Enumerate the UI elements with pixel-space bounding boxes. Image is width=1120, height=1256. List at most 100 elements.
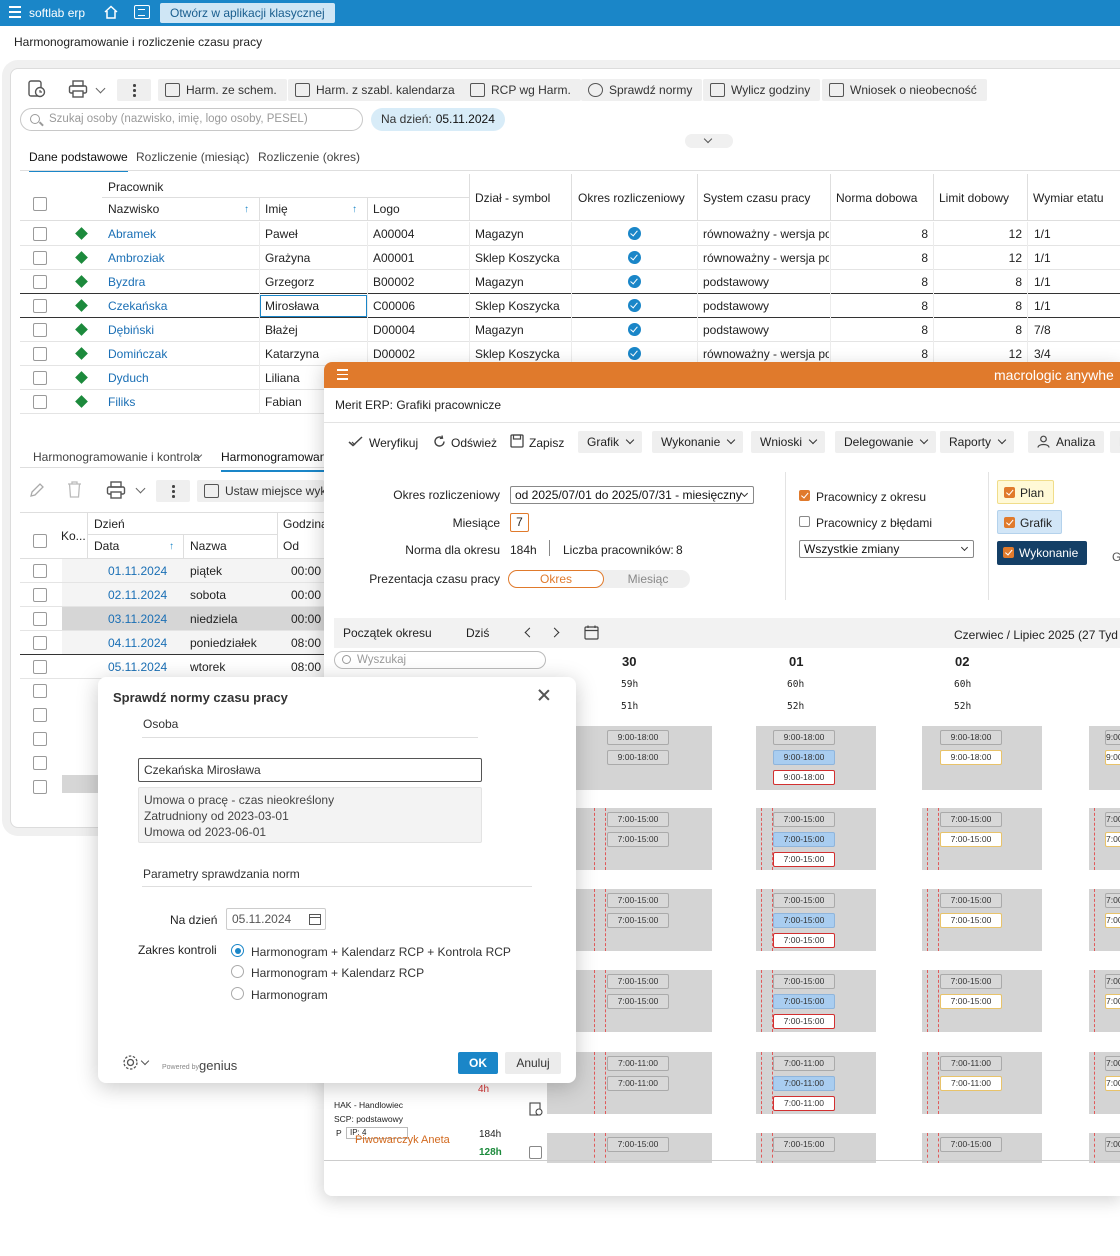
- col-nazwa[interactable]: Nazwa: [190, 539, 227, 553]
- date-input[interactable]: 05.11.2024: [226, 908, 326, 930]
- shift-wykonanie[interactable]: 7:00-15:00: [773, 933, 835, 948]
- odswiez-button[interactable]: Odśwież: [451, 436, 498, 450]
- shift-plan[interactable]: 7:00-15:00: [607, 832, 669, 847]
- shift-grafik[interactable]: 7:00-11:00: [1105, 1076, 1120, 1091]
- shift-grafik[interactable]: 7:00-15:00: [940, 913, 1002, 928]
- shift-plan[interactable]: 7:00-15:00: [607, 913, 669, 928]
- shift-wykonanie[interactable]: 7:00-15:00: [773, 1014, 835, 1029]
- col-godzina[interactable]: Godzina: [283, 517, 328, 531]
- pracownicy-okres-checkbox[interactable]: [799, 490, 810, 501]
- cell-data[interactable]: 05.11.2024: [108, 660, 168, 674]
- menu-grafik[interactable]: Grafik: [578, 431, 643, 453]
- shift-wykonanie[interactable]: 7:00-15:00: [773, 852, 835, 867]
- pracownicy-bledy-checkbox[interactable]: [799, 516, 810, 527]
- shift-plan[interactable]: 7:00-15:00: [1105, 812, 1120, 827]
- wylicz-godziny-button[interactable]: Wylicz godziny: [703, 79, 821, 101]
- shift-plan[interactable]: 7:00-15:00: [607, 1137, 669, 1152]
- cell-nazwisko[interactable]: Dyduch: [108, 371, 149, 385]
- shift-plan[interactable]: 7:00-15:00: [1105, 974, 1120, 989]
- col-system[interactable]: System czasu pracy: [703, 191, 811, 205]
- shift-plan[interactable]: 7:00-11:00: [607, 1076, 669, 1091]
- col-logo[interactable]: Logo: [373, 202, 400, 216]
- weryfikuj-button[interactable]: Weryfikuj: [369, 436, 419, 450]
- row-checkbox[interactable]: [33, 708, 47, 722]
- toggle-okres[interactable]: Okres: [508, 570, 604, 588]
- shift-plan[interactable]: 7:00-11:00: [773, 1056, 835, 1071]
- cell-nazwisko[interactable]: Byzdra: [108, 275, 146, 289]
- row-checkbox[interactable]: [33, 395, 47, 409]
- shift-grafik[interactable]: 9:00-18:00: [773, 750, 835, 765]
- col-dzien[interactable]: Dzień: [94, 517, 125, 531]
- col-limit[interactable]: Limit dobowy: [939, 191, 1010, 205]
- col-od[interactable]: Od: [283, 539, 300, 553]
- shift-plan[interactable]: 9:00-18:00: [607, 730, 669, 745]
- active-cell[interactable]: [260, 295, 367, 317]
- harm-szabl-button[interactable]: Harm. z szabl. kalendarza: [288, 79, 465, 101]
- row-checkbox[interactable]: [33, 347, 47, 361]
- shift-plan[interactable]: 9:00-18:00: [1105, 730, 1120, 745]
- shift-grafik[interactable]: 7:00-15:00: [940, 832, 1002, 847]
- toggle-miesiac[interactable]: Miesiąc: [627, 572, 669, 586]
- shift-plan[interactable]: 7:00-15:00: [940, 893, 1002, 908]
- shift-grafik[interactable]: 7:00-15:00: [773, 994, 835, 1009]
- date-chip[interactable]: Na dzień: 05.11.2024: [371, 108, 505, 131]
- row-checkbox[interactable]: [33, 275, 47, 289]
- col-ko[interactable]: Ko...: [61, 529, 86, 543]
- gear-icon[interactable]: [122, 1054, 139, 1071]
- okres-select[interactable]: od 2025/07/01 do 2025/07/31 - miesięczny: [510, 486, 754, 504]
- cell-nazwisko[interactable]: Filiks: [108, 395, 136, 409]
- tab-rozliczenie-miesiac[interactable]: Rozliczenie (miesiąc): [136, 150, 250, 164]
- cell-nazwisko[interactable]: Ambroziak: [108, 251, 165, 265]
- menu-raporty[interactable]: Raporty: [940, 431, 1015, 453]
- shift-plan[interactable]: 7:00-15:00: [607, 812, 669, 827]
- cell-nazwisko[interactable]: Domińczak: [108, 347, 168, 361]
- select-all-checkbox[interactable]: [33, 197, 47, 211]
- sprawdz-normy-button[interactable]: Sprawdź normy: [581, 79, 703, 101]
- radio-option-3[interactable]: [231, 987, 244, 1000]
- shift-plan[interactable]: 7:00-15:00: [773, 812, 835, 827]
- shift-plan[interactable]: 9:00-18:00: [607, 750, 669, 765]
- grafik-toggle[interactable]: Grafik: [997, 510, 1063, 534]
- select-all-days-checkbox[interactable]: [33, 534, 47, 548]
- cell-data[interactable]: 04.11.2024: [108, 636, 168, 650]
- row-checkbox[interactable]: [33, 612, 47, 626]
- home-icon[interactable]: [103, 4, 119, 20]
- cancel-button[interactable]: Anuluj: [505, 1052, 561, 1074]
- open-classic-button[interactable]: Otwórz w aplikacji klasycznej: [160, 3, 335, 23]
- shift-grafik[interactable]: 7:00-15:00: [773, 832, 835, 847]
- shift-plan[interactable]: 7:00-11:00: [1105, 1056, 1120, 1071]
- ustaw-miejsce-button[interactable]: Ustaw miejsce wyko: [197, 480, 324, 502]
- poczatek-button[interactable]: Początek okresu: [343, 626, 432, 640]
- col-nazwisko[interactable]: Nazwisko: [108, 202, 160, 216]
- shift-plan[interactable]: 9:00-18:00: [773, 730, 835, 745]
- col-imie[interactable]: Imię: [265, 202, 288, 216]
- plan-toggle[interactable]: Plan: [997, 480, 1055, 504]
- tab-rozliczenie-okres[interactable]: Rozliczenie (okres): [258, 150, 361, 164]
- schedule-icon[interactable]: [529, 1102, 543, 1116]
- menu-more[interactable]: L: [1110, 431, 1120, 453]
- printer-icon[interactable]: [68, 80, 88, 98]
- person-search-input[interactable]: Szukaj osoby (nazwisko, imię, logo osoby…: [20, 108, 363, 131]
- col-etat[interactable]: Wymiar etatu: [1033, 191, 1104, 205]
- row-checkbox[interactable]: [33, 660, 47, 674]
- shift-plan[interactable]: 7:00-15:00: [940, 812, 1002, 827]
- row-checkbox[interactable]: [33, 636, 47, 650]
- shift-grafik[interactable]: 9:00-18:00: [940, 750, 1002, 765]
- col-okres[interactable]: Okres rozliczeniowy: [578, 191, 685, 205]
- menu-wnioski[interactable]: Wnioski: [751, 431, 826, 453]
- shift-wykonanie[interactable]: 7:00-11:00: [773, 1096, 835, 1111]
- employee-checkbox[interactable]: [529, 1146, 542, 1159]
- shift-plan[interactable]: 7:00-15:00: [1105, 1137, 1120, 1152]
- close-icon[interactable]: [538, 689, 550, 701]
- wykonanie-toggle[interactable]: Wykonanie: [997, 541, 1088, 565]
- edit-icon[interactable]: [28, 481, 46, 499]
- harm-schem-button[interactable]: Harm. ze schem.: [158, 79, 287, 101]
- shift-wykonanie[interactable]: 9:00-18:00: [773, 770, 835, 785]
- tab-harmonogramowanie[interactable]: Harmonogramowani: [221, 450, 334, 472]
- shift-plan[interactable]: 7:00-15:00: [940, 1137, 1002, 1152]
- sort-asc-icon[interactable]: ↑: [244, 204, 249, 215]
- dzis-button[interactable]: Dziś: [466, 626, 490, 640]
- cell-nazwisko[interactable]: Abramek: [108, 227, 157, 241]
- employee-name[interactable]: Piwowarczyk Aneta: [355, 1134, 450, 1146]
- radio-option-1[interactable]: [231, 944, 244, 957]
